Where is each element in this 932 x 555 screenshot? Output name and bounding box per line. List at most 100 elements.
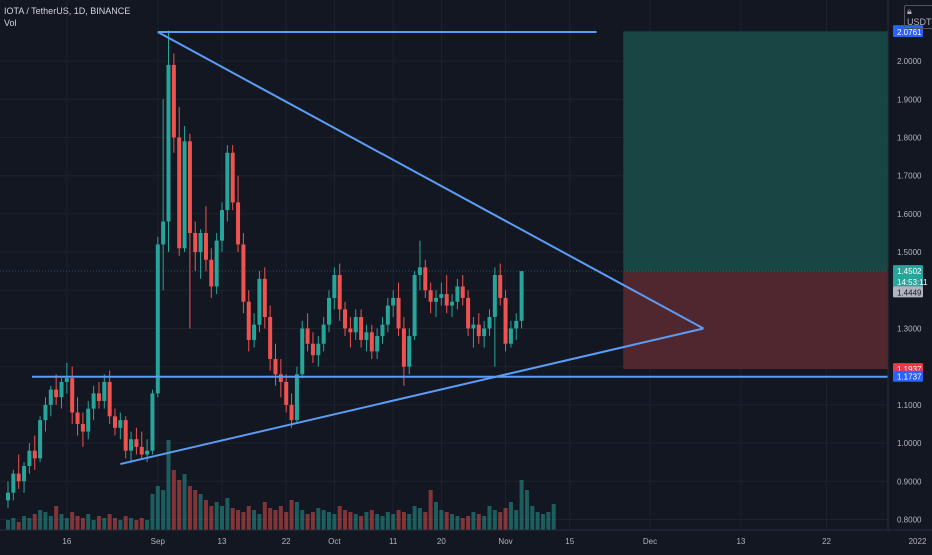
symbol-title[interactable]: IOTA / TetherUS, 1D, BINANCE: [4, 6, 131, 16]
volume-bar: [80, 518, 85, 530]
volume-bar: [407, 514, 412, 530]
candle-body: [11, 473, 16, 493]
volume-bar: [327, 512, 331, 530]
candle-body: [503, 297, 508, 344]
volume-bar: [337, 506, 342, 530]
volume-bar: [236, 510, 241, 530]
candle: [503, 290, 508, 352]
candle: [16, 454, 21, 489]
candle-body: [193, 232, 198, 253]
currency-badge[interactable]: 🔒︎USDT: [904, 5, 932, 29]
price-tick-label: 1.1000: [897, 401, 922, 410]
volume-bar: [11, 518, 16, 530]
volume-bar: [182, 474, 187, 530]
candle-body: [444, 294, 449, 306]
candle: [59, 378, 64, 409]
candle-body: [476, 324, 481, 337]
candle-body: [359, 317, 364, 340]
volume-bar: [412, 506, 417, 530]
candle-body: [305, 328, 310, 344]
candle-body: [246, 301, 251, 340]
candle: [380, 317, 385, 344]
candle-body: [155, 244, 160, 394]
volume-bar: [278, 506, 283, 530]
candle: [273, 343, 278, 386]
price-tick-label: 1.3000: [897, 324, 922, 333]
volume-bar: [551, 504, 556, 530]
time-tick-label: Dec: [643, 537, 657, 546]
profit-zone: [623, 31, 888, 272]
candle: [289, 393, 294, 428]
candle-body: [236, 202, 241, 245]
price-label: 14:53:11: [897, 278, 928, 287]
volume-bar: [171, 470, 176, 530]
volume-bar: [289, 500, 294, 530]
candle: [187, 133, 192, 329]
volume-bar: [96, 516, 101, 530]
candle: [107, 370, 112, 424]
candle-body: [289, 404, 294, 421]
candle: [203, 206, 208, 272]
candle: [11, 469, 16, 501]
volume-bar: [428, 490, 433, 530]
volume-bar: [129, 518, 134, 530]
volume-bar: [332, 514, 337, 530]
candle: [423, 259, 428, 298]
candle: [198, 229, 203, 279]
volume-bar: [246, 506, 251, 530]
price-label-bg: [893, 265, 923, 277]
candle-body: [482, 328, 487, 337]
volume-bar: [503, 508, 508, 530]
candle-body: [385, 305, 390, 325]
volume-bar: [492, 510, 497, 530]
volume-bar: [305, 514, 310, 530]
candle-body: [220, 210, 224, 241]
lock-icon: 🔒︎: [907, 6, 912, 16]
volume-bar: [150, 494, 155, 530]
candle: [193, 221, 198, 272]
candle: [220, 202, 224, 253]
candle-body: [343, 309, 348, 329]
candle: [391, 290, 396, 318]
candle: [54, 374, 59, 405]
chart-legend: IOTA / TetherUS, 1D, BINANCE Vol: [4, 5, 130, 29]
candle: [498, 263, 503, 306]
candle-body: [139, 446, 144, 455]
time-tick-label: 11: [389, 537, 398, 546]
candle-body: [401, 328, 406, 367]
candle: [64, 362, 69, 394]
candle-body: [59, 381, 64, 398]
candle-body: [177, 137, 182, 249]
candle: [123, 416, 128, 459]
candle-body: [273, 359, 278, 375]
volume-bar: [193, 490, 198, 530]
volume-bar: [417, 508, 422, 530]
candle: [407, 328, 412, 375]
candle-body: [203, 232, 208, 260]
volume-bar: [385, 512, 390, 530]
price-tick-label: 2.0000: [897, 57, 922, 66]
candle-body: [268, 317, 273, 360]
candle: [364, 324, 369, 352]
candle-body: [353, 317, 358, 333]
volume-bar: [6, 520, 10, 530]
volume-bar: [396, 510, 401, 530]
volume-label[interactable]: Vol: [4, 18, 17, 28]
volume-bar: [541, 514, 545, 530]
volume-bar: [241, 512, 246, 530]
volume-bar: [230, 508, 235, 530]
price-tick-label: 1.6000: [897, 210, 922, 219]
volume-bar: [284, 512, 289, 530]
candle: [150, 389, 155, 455]
volume-bar: [508, 502, 513, 530]
candle: [134, 427, 139, 455]
candle: [487, 309, 492, 337]
candle-body: [519, 271, 524, 321]
candle-body: [278, 374, 283, 382]
volume-bar: [375, 514, 380, 530]
candle-body: [6, 492, 10, 501]
candle-body: [75, 412, 80, 424]
volume-bar: [48, 516, 53, 530]
